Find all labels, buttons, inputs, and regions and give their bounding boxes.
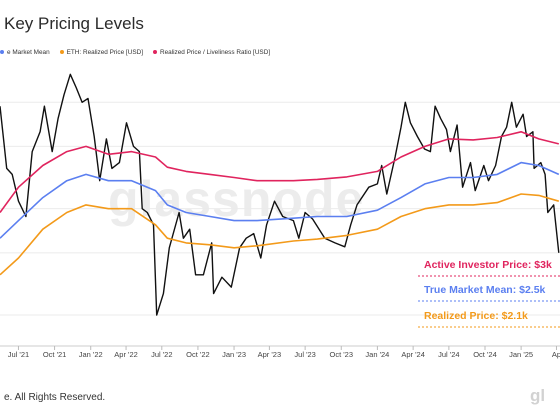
copyright-text: e. All Rights Reserved.	[4, 392, 106, 403]
series-lines	[0, 73, 560, 316]
brand-logo: gl	[530, 386, 546, 405]
x-axis-tick-label: Jul '22	[151, 350, 172, 359]
x-axis-tick-label: Oct '21	[43, 350, 67, 359]
x-axis-tick-label: Apr '22	[114, 350, 138, 359]
series-line-true-market-mean	[0, 161, 560, 239]
chart-legend: e Market Mean ETH: Realized Price [USD] …	[0, 46, 270, 58]
chart-title: Key Pricing Levels	[4, 14, 144, 33]
legend-item-liveliness-ratio[interactable]: Realized Price / Liveliness Ratio [USD]	[152, 48, 271, 56]
x-axis-tick-label: Apr '23	[258, 350, 282, 359]
legend-item-true-market-mean[interactable]: e Market Mean	[0, 49, 50, 56]
legend-swatch-icon	[59, 50, 64, 54]
legend-swatch-icon	[0, 50, 4, 54]
x-axis-tick-label: Oct '23	[329, 350, 353, 359]
x-axis-tick-label: Apr '24	[401, 350, 425, 359]
grid-lines	[0, 101, 560, 316]
series-line-realized-price-liveliness-ratio-usd	[0, 131, 559, 213]
annotation-label: Active Investor Price: $3k	[424, 259, 552, 271]
x-axis-tick-label: Jan '23	[222, 350, 246, 359]
x-axis-tick-label: Jul '23	[294, 350, 315, 359]
annotation-label: True Market Mean: $2.5k	[424, 284, 546, 296]
legend-label: ETH: Realized Price [USD]	[66, 48, 143, 56]
x-axis-tick-label: Jan '24	[365, 350, 389, 359]
x-axis-tick-label: Jul '24	[438, 350, 459, 359]
legend-label: e Market Mean	[7, 48, 50, 56]
legend-item-realized-price[interactable]: ETH: Realized Price [USD]	[59, 48, 143, 56]
x-axis-tick-label: Jan '22	[79, 350, 103, 359]
x-axis-tick-label: Jan '25	[509, 350, 533, 359]
x-axis-tick-label: Oct '22	[186, 350, 210, 359]
series-line-eth-realized-price-usd	[0, 193, 560, 276]
annotation-label: Realized Price: $2.1k	[424, 310, 528, 322]
x-axis: Jul '21 Oct '21 Jan '22 Apr '22 Jul '22 Oct '…	[0, 345, 560, 359]
x-axis-tick-label: Ap	[552, 350, 560, 359]
series-line-eth-price	[0, 73, 560, 316]
x-axis-tick-label: Oct '24	[473, 350, 497, 359]
annotations: Active Investor Price: $3k True Market Me…	[418, 259, 560, 328]
legend-label: Realized Price / Liveliness Ratio [USD]	[159, 48, 271, 56]
legend-swatch-icon	[152, 50, 157, 54]
x-axis-tick-label: Jul '21	[8, 350, 29, 359]
